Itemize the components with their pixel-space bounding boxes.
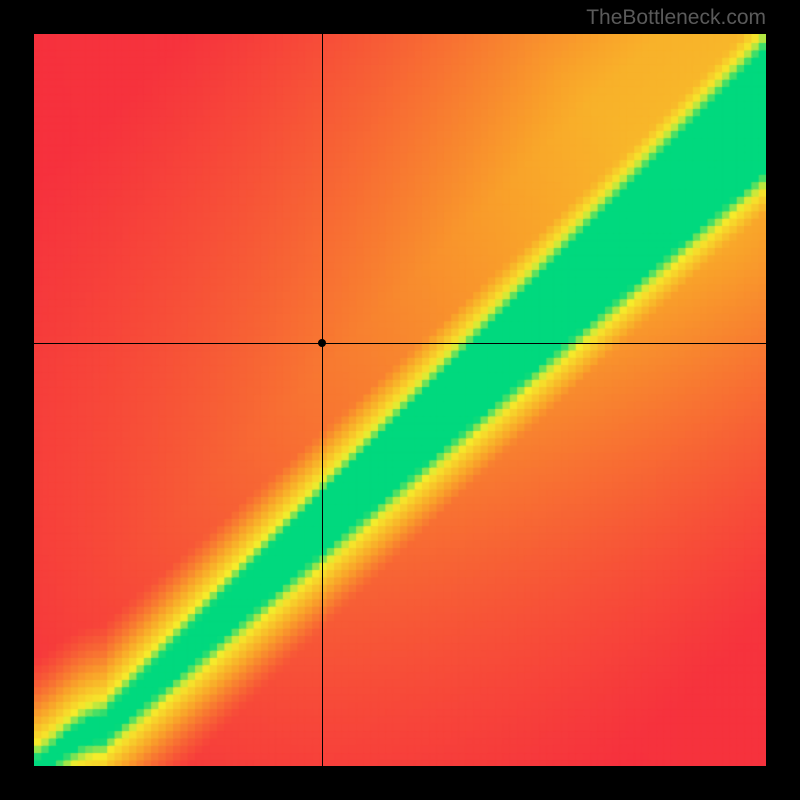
crosshair-vertical <box>322 34 323 766</box>
heatmap-canvas <box>34 34 766 766</box>
crosshair-marker <box>318 339 326 347</box>
heatmap-chart <box>34 34 766 766</box>
attribution-text: TheBottleneck.com <box>586 6 766 30</box>
crosshair-horizontal <box>34 343 766 344</box>
